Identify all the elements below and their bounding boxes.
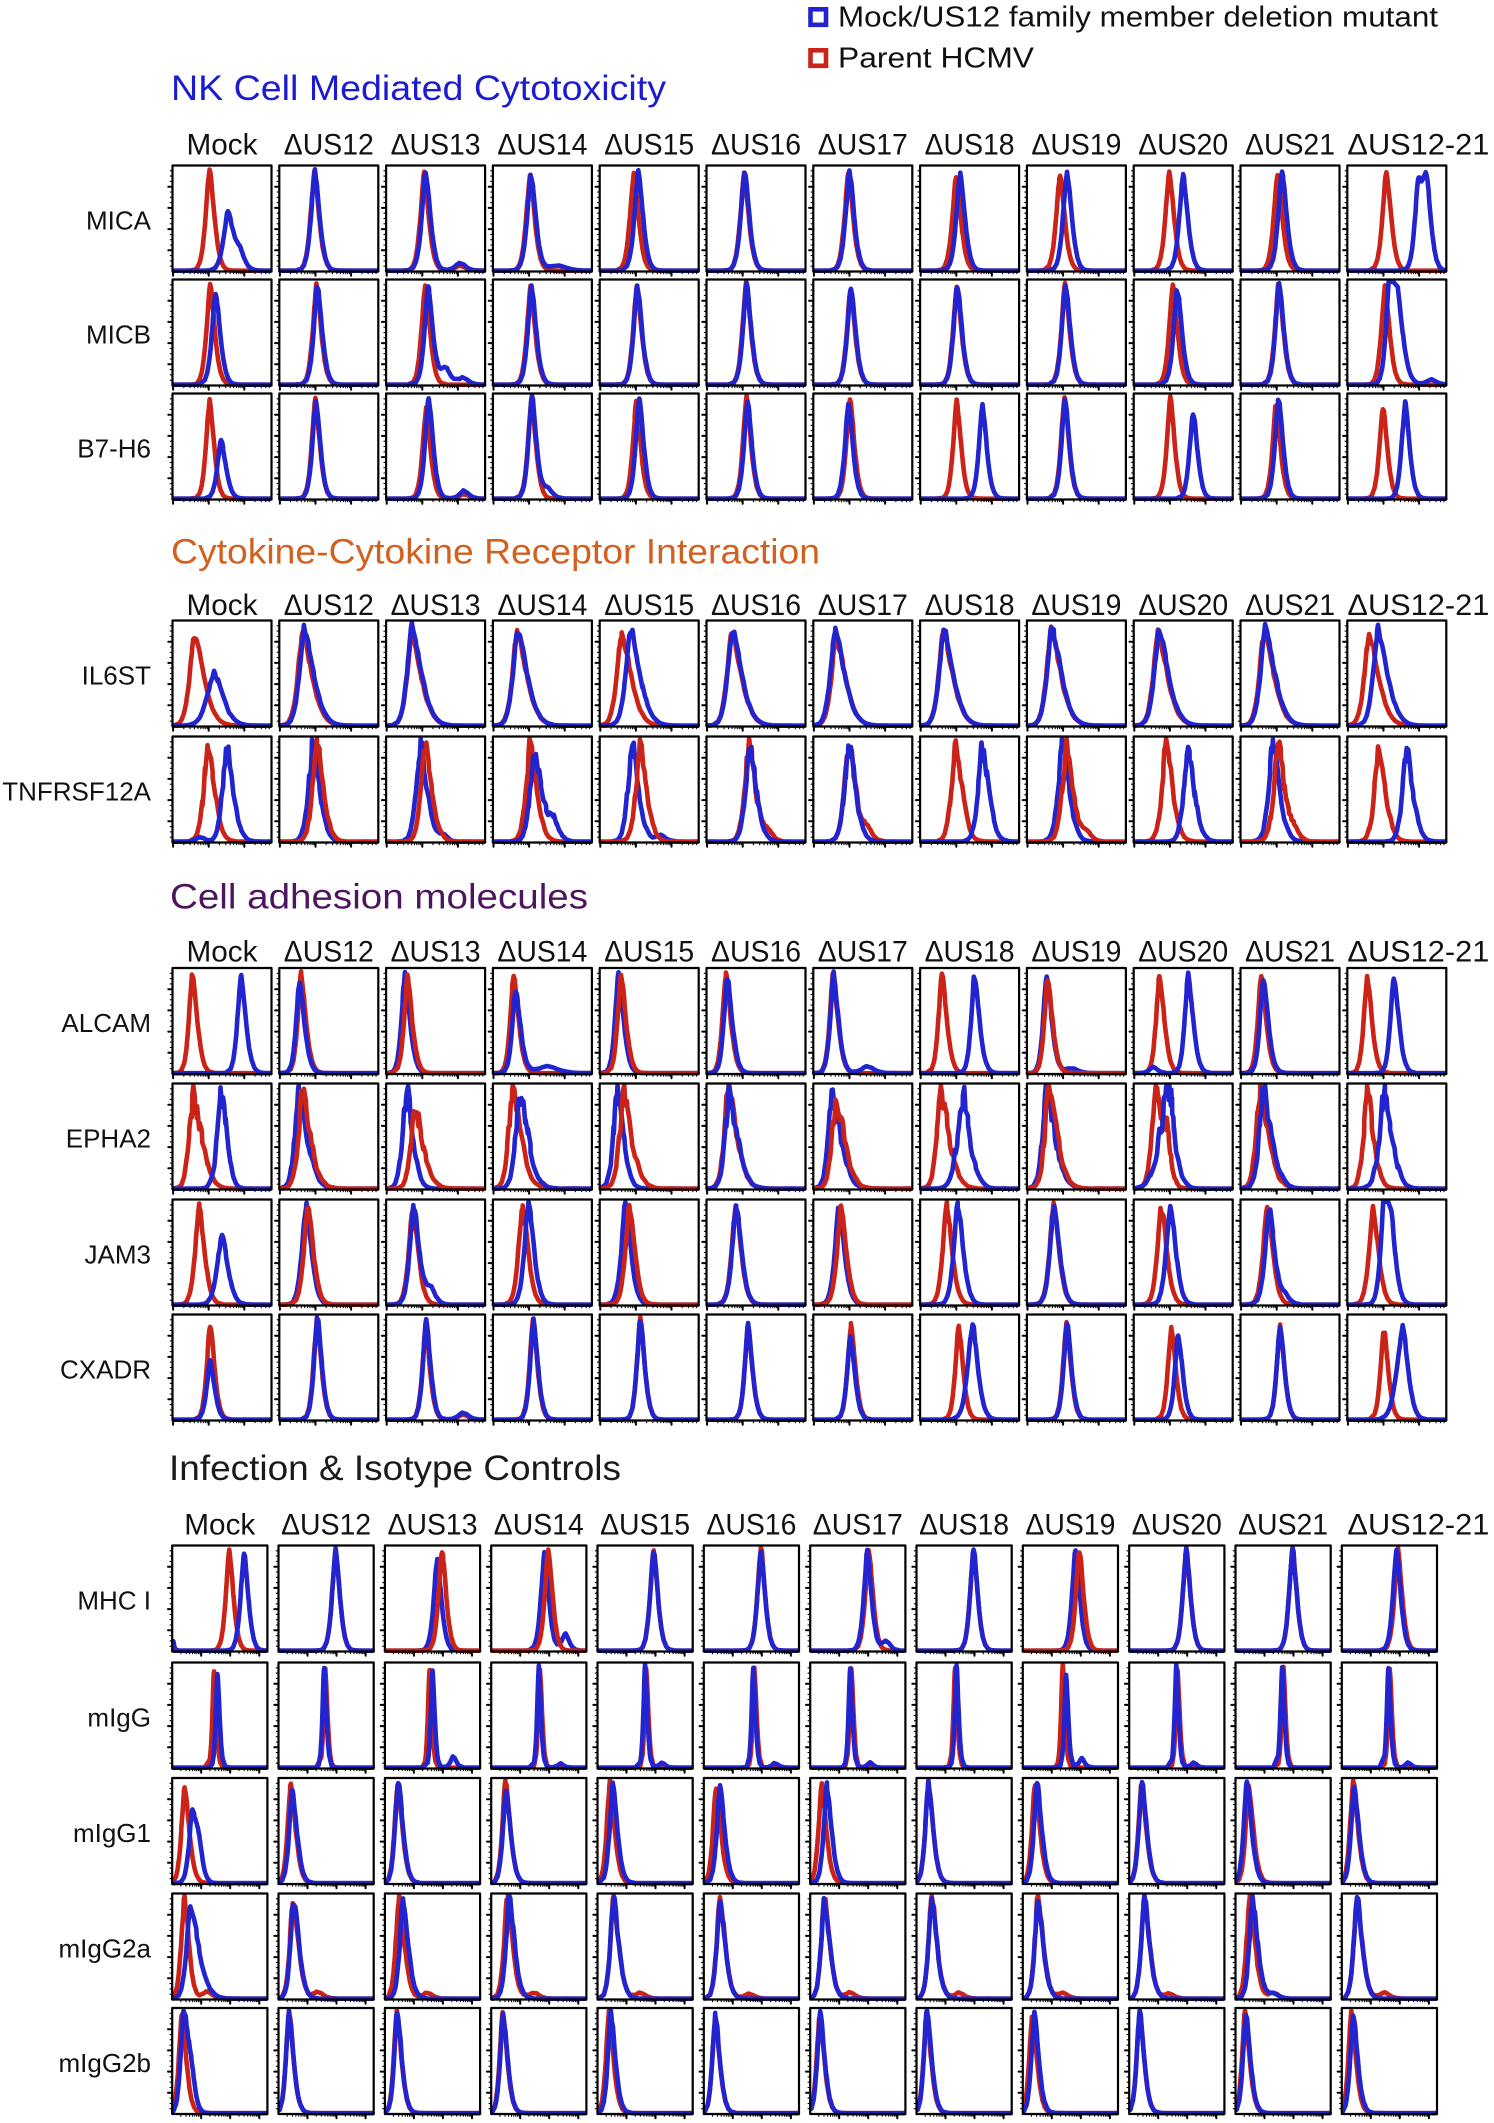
svg-text:ΔUS12: ΔUS12 bbox=[284, 936, 374, 969]
svg-text:NK Cell Mediated Cytotoxicity: NK Cell Mediated Cytotoxicity bbox=[171, 68, 666, 108]
svg-text:ΔUS13: ΔUS13 bbox=[391, 936, 481, 969]
svg-text:Cytokine-Cytokine Receptor Int: Cytokine-Cytokine Receptor Interaction bbox=[171, 532, 820, 572]
svg-text:ΔUS12-21: ΔUS12-21 bbox=[1347, 128, 1489, 161]
svg-text:ΔUS21: ΔUS21 bbox=[1245, 128, 1335, 161]
svg-text:ΔUS21: ΔUS21 bbox=[1245, 589, 1335, 622]
svg-text:JAM3: JAM3 bbox=[85, 1240, 151, 1270]
svg-text:ΔUS20: ΔUS20 bbox=[1138, 128, 1228, 161]
svg-text:ΔUS12-21: ΔUS12-21 bbox=[1347, 936, 1489, 969]
svg-text:ΔUS17: ΔUS17 bbox=[818, 128, 908, 161]
svg-text:mIgG2b: mIgG2b bbox=[59, 2048, 152, 2078]
svg-text:ΔUS15: ΔUS15 bbox=[604, 589, 694, 622]
svg-text:CXADR: CXADR bbox=[60, 1355, 151, 1385]
svg-text:ΔUS12-21: ΔUS12-21 bbox=[1347, 589, 1489, 622]
svg-text:ΔUS19: ΔUS19 bbox=[1031, 936, 1121, 969]
svg-text:ΔUS18: ΔUS18 bbox=[925, 128, 1015, 161]
svg-text:Mock: Mock bbox=[187, 936, 258, 969]
svg-text:ΔUS16: ΔUS16 bbox=[711, 128, 801, 161]
svg-text:ΔUS12-21: ΔUS12-21 bbox=[1347, 1509, 1489, 1542]
svg-text:Mock/US12 family member deleti: Mock/US12 family member deletion mutant bbox=[838, 2, 1438, 34]
svg-text:ΔUS15: ΔUS15 bbox=[604, 936, 694, 969]
svg-text:ΔUS12: ΔUS12 bbox=[281, 1509, 371, 1542]
svg-text:ΔUS14: ΔUS14 bbox=[497, 936, 587, 969]
svg-text:ΔUS13: ΔUS13 bbox=[391, 589, 481, 622]
svg-text:Parent HCMV: Parent HCMV bbox=[838, 43, 1034, 75]
svg-text:ΔUS21: ΔUS21 bbox=[1245, 936, 1335, 969]
svg-text:ΔUS13: ΔUS13 bbox=[391, 128, 481, 161]
svg-text:ΔUS12: ΔUS12 bbox=[284, 128, 374, 161]
svg-text:ΔUS15: ΔUS15 bbox=[604, 128, 694, 161]
svg-text:mIgG2a: mIgG2a bbox=[59, 1934, 152, 1964]
svg-text:B7-H6: B7-H6 bbox=[77, 434, 151, 464]
svg-text:mIgG1: mIgG1 bbox=[73, 1818, 151, 1848]
svg-text:ΔUS20: ΔUS20 bbox=[1138, 589, 1228, 622]
svg-text:ΔUS17: ΔUS17 bbox=[818, 936, 908, 969]
svg-text:Mock: Mock bbox=[187, 589, 258, 622]
svg-text:ΔUS18: ΔUS18 bbox=[925, 936, 1015, 969]
svg-text:EPHA2: EPHA2 bbox=[66, 1124, 151, 1154]
svg-text:ΔUS17: ΔUS17 bbox=[813, 1509, 903, 1542]
svg-text:mIgG: mIgG bbox=[87, 1703, 151, 1733]
svg-text:ΔUS14: ΔUS14 bbox=[497, 128, 587, 161]
svg-text:Cell adhesion molecules: Cell adhesion molecules bbox=[170, 877, 588, 917]
svg-text:ΔUS13: ΔUS13 bbox=[388, 1509, 478, 1542]
svg-text:Mock: Mock bbox=[184, 1509, 255, 1542]
svg-text:MICA: MICA bbox=[86, 206, 152, 236]
svg-text:Infection & Isotype Controls: Infection & Isotype Controls bbox=[169, 1448, 621, 1488]
svg-text:ΔUS19: ΔUS19 bbox=[1031, 589, 1121, 622]
svg-text:ΔUS19: ΔUS19 bbox=[1025, 1509, 1115, 1542]
svg-text:ΔUS15: ΔUS15 bbox=[600, 1509, 690, 1542]
svg-text:ΔUS20: ΔUS20 bbox=[1132, 1509, 1222, 1542]
svg-text:ΔUS16: ΔUS16 bbox=[711, 589, 801, 622]
svg-text:TNFRSF12A: TNFRSF12A bbox=[2, 777, 151, 807]
svg-text:ΔUS21: ΔUS21 bbox=[1238, 1509, 1328, 1542]
svg-text:IL6ST: IL6ST bbox=[82, 661, 151, 691]
svg-text:MHC I: MHC I bbox=[77, 1586, 151, 1616]
svg-text:ΔUS12: ΔUS12 bbox=[284, 589, 374, 622]
svg-text:ΔUS16: ΔUS16 bbox=[711, 936, 801, 969]
svg-text:ALCAM: ALCAM bbox=[61, 1008, 151, 1038]
svg-text:ΔUS14: ΔUS14 bbox=[497, 589, 587, 622]
svg-text:ΔUS14: ΔUS14 bbox=[494, 1509, 584, 1542]
svg-text:ΔUS17: ΔUS17 bbox=[818, 589, 908, 622]
svg-text:ΔUS16: ΔUS16 bbox=[706, 1509, 796, 1542]
svg-text:ΔUS20: ΔUS20 bbox=[1138, 936, 1228, 969]
svg-text:ΔUS19: ΔUS19 bbox=[1031, 128, 1121, 161]
svg-text:MICB: MICB bbox=[86, 320, 151, 350]
svg-text:Mock: Mock bbox=[187, 128, 258, 161]
svg-text:ΔUS18: ΔUS18 bbox=[925, 589, 1015, 622]
svg-text:ΔUS18: ΔUS18 bbox=[919, 1509, 1009, 1542]
